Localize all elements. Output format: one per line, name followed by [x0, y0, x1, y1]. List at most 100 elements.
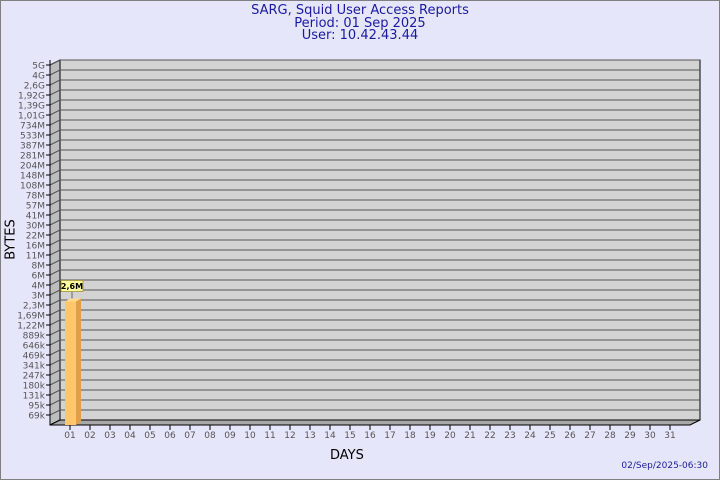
x-tick-label: 29 — [624, 431, 636, 441]
x-tick-label: 14 — [324, 431, 336, 441]
x-tick-label: 06 — [164, 431, 176, 441]
y-tick-label: 16M — [26, 242, 45, 252]
y-tick-label: 6M — [32, 272, 46, 282]
x-tick-label: 31 — [664, 431, 675, 441]
x-tick-label: 22 — [484, 431, 495, 441]
x-tick-label: 08 — [204, 431, 216, 441]
y-tick-label: 2,6G — [24, 82, 45, 92]
gridline-side — [49, 209, 61, 216]
y-tick-label: 57M — [26, 202, 45, 212]
gridline-side — [49, 289, 61, 296]
gridline-side — [49, 179, 61, 186]
gridline-side — [49, 349, 61, 356]
y-tick-label: 8M — [32, 262, 46, 272]
y-tick-label: 22M — [26, 232, 45, 242]
x-tick-label: 18 — [404, 431, 416, 441]
x-tick-label: 20 — [444, 431, 456, 441]
y-tick-label: 2,3M — [23, 302, 45, 312]
floor — [49, 419, 701, 426]
report-period: Period: 01 Sep 2025 — [294, 16, 426, 31]
y-tick-label: 1,22M — [17, 322, 45, 332]
x-tick-label: 03 — [104, 431, 115, 441]
y-tick-label: 247k — [23, 372, 46, 382]
x-tick-label: 17 — [384, 431, 395, 441]
y-tick-label: 387M — [20, 142, 45, 152]
gridline-side — [49, 279, 61, 286]
x-tick-label: 30 — [644, 431, 656, 441]
y-tick-label: 1,01G — [18, 112, 45, 122]
gridline-side — [49, 239, 61, 246]
bar-top — [65, 298, 81, 302]
x-tick-label: 16 — [364, 431, 376, 441]
gridline-side — [49, 329, 61, 336]
y-tick-label: 1,69M — [17, 312, 45, 322]
y-tick-label: 30M — [26, 222, 45, 232]
gridline-side — [49, 259, 61, 266]
y-tick-label: 5G — [32, 62, 45, 72]
gridline-side — [49, 389, 61, 396]
report-user: User: 10.42.43.44 — [301, 28, 419, 43]
y-tick-label: 734M — [20, 122, 45, 132]
x-tick-label: 19 — [424, 431, 436, 441]
gridline-side — [49, 369, 61, 376]
gridline-side — [49, 199, 61, 206]
x-tick-label: 09 — [224, 431, 236, 441]
gridline-side — [49, 219, 61, 226]
x-axis-label: DAYS — [330, 448, 364, 463]
y-tick-label: 1,92G — [18, 92, 45, 102]
x-tick-label: 04 — [124, 431, 136, 441]
x-tick-label: 28 — [604, 431, 616, 441]
gridline-side — [49, 79, 61, 86]
y-tick-label: 131k — [23, 392, 46, 402]
y-tick-label: 78M — [26, 192, 45, 202]
y-tick-label: 889k — [23, 332, 46, 342]
x-tick-label: 24 — [524, 431, 536, 441]
gridline-side — [49, 119, 61, 126]
x-tick-label: 27 — [584, 431, 595, 441]
y-tick-label: 533M — [20, 132, 45, 142]
y-tick-label: 281M — [20, 152, 45, 162]
data-label-box — [60, 279, 84, 292]
generated-timestamp: 02/Sep/2025-06:30 — [621, 461, 708, 471]
y-tick-label: 41M — [26, 212, 45, 222]
bar-side — [76, 298, 81, 425]
gridline-side — [49, 359, 61, 366]
y-tick-label: 4G — [32, 72, 45, 82]
y-tick-label: 108M — [20, 182, 45, 192]
gridline-side — [49, 339, 61, 346]
x-tick-label: 26 — [564, 431, 576, 441]
x-tick-label: 21 — [464, 431, 475, 441]
x-tick-label: 10 — [244, 431, 256, 441]
x-tick-label: 11 — [264, 431, 275, 441]
x-tick-label: 25 — [544, 431, 555, 441]
y-tick-label: 469k — [23, 352, 46, 362]
gridline-side — [49, 319, 61, 326]
gridline-side — [49, 399, 61, 406]
y-tick-label: 1,39G — [18, 102, 45, 112]
x-tick-label: 12 — [284, 431, 295, 441]
y-axis-label: BYTES — [3, 219, 19, 260]
gridline-side — [49, 109, 61, 116]
y-tick-label: 11M — [26, 252, 45, 262]
gridline-side — [49, 59, 61, 66]
report-title: SARG, Squid User Access Reports — [251, 3, 469, 18]
y-tick-label: 646k — [23, 342, 46, 352]
y-tick-label: 204M — [20, 162, 45, 172]
bar — [65, 301, 76, 425]
gridline-side — [49, 169, 61, 176]
gridline-side — [49, 99, 61, 106]
x-tick-label: 07 — [184, 431, 195, 441]
data-label: 2,6M — [61, 282, 83, 291]
gridline-side — [49, 309, 61, 316]
gridline-side — [49, 249, 61, 256]
gridline-side — [49, 269, 61, 276]
x-tick-label: 23 — [504, 431, 515, 441]
gridline-side — [49, 129, 61, 136]
gridline-side — [49, 149, 61, 156]
y-tick-label: 95k — [28, 402, 45, 412]
x-tick-label: 01 — [64, 431, 75, 441]
gridline-side — [49, 69, 61, 76]
y-tick-label: 341k — [23, 362, 46, 372]
x-tick-label: 05 — [144, 431, 155, 441]
